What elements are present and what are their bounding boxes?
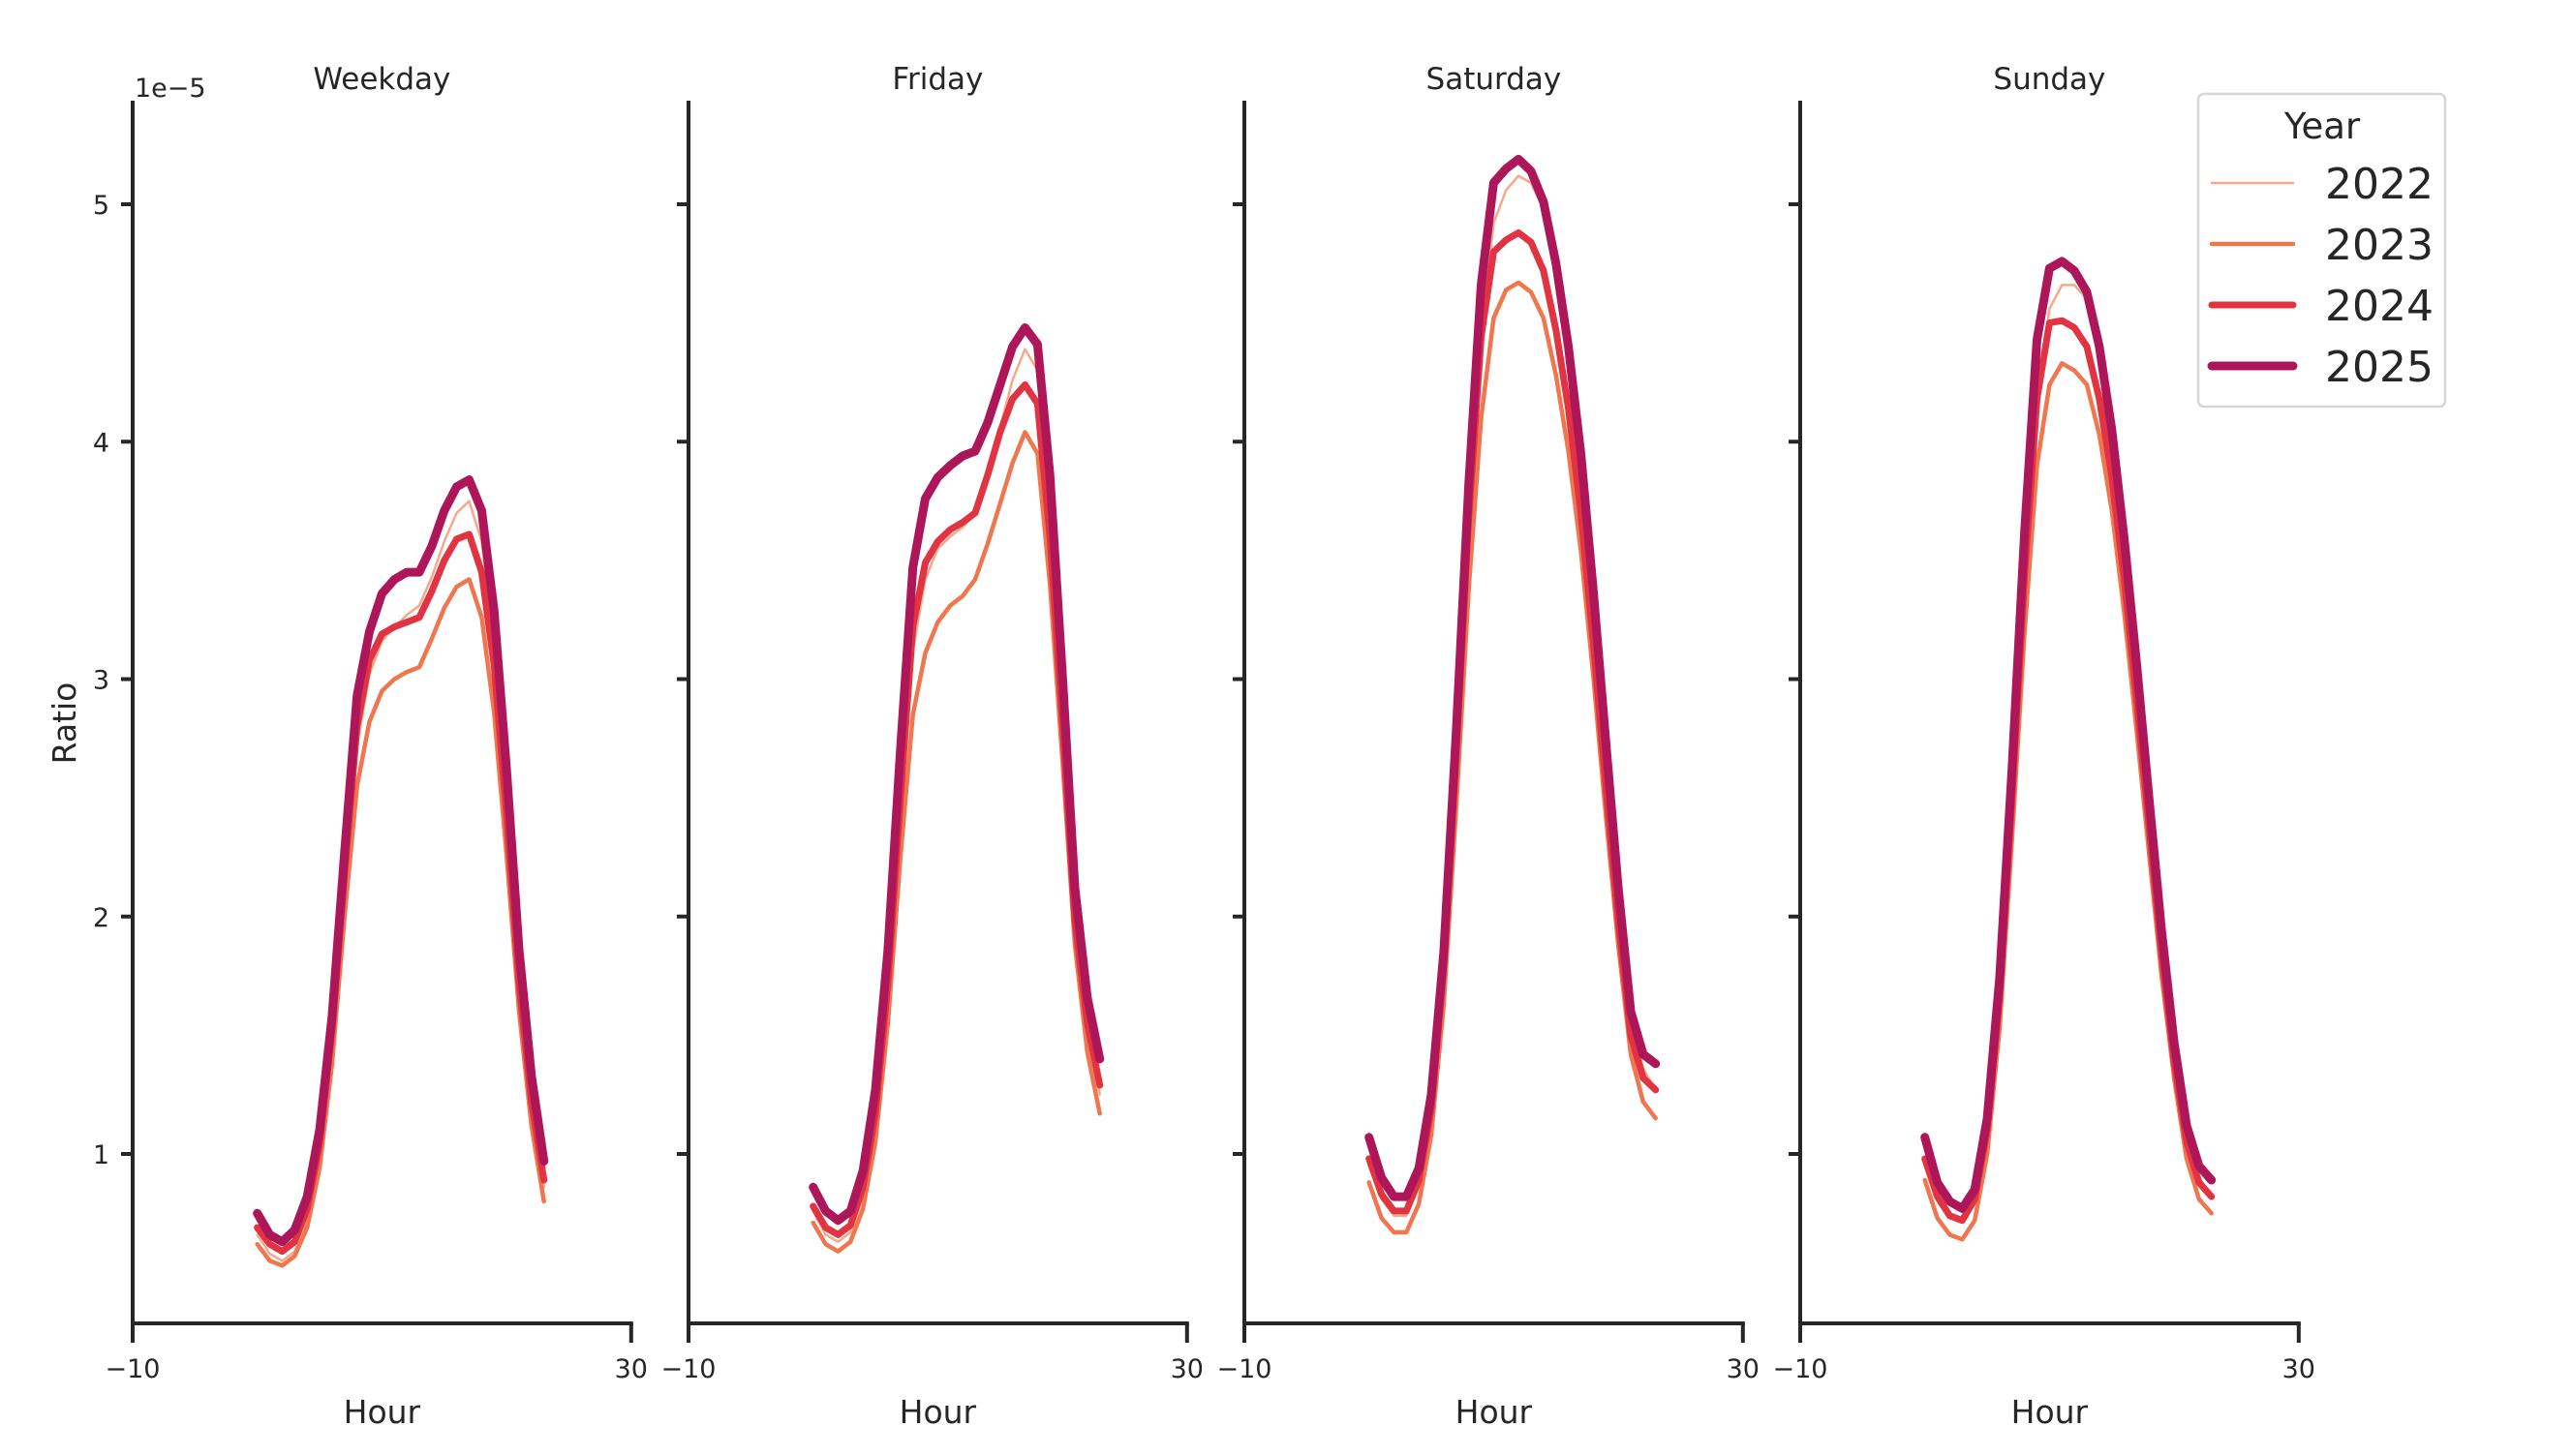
- series-line-2022: [1367, 174, 1657, 1218]
- x-tick-label: 30: [2282, 1354, 2315, 1384]
- panel-title: Friday: [892, 62, 983, 97]
- series-line-2023: [1366, 280, 1658, 1235]
- series-line-2025: [809, 323, 1105, 1226]
- x-tick-label: −10: [661, 1354, 717, 1384]
- panel-title: Weekday: [313, 62, 450, 97]
- y-tick-label: 2: [93, 903, 109, 933]
- y-tick-label: 4: [93, 428, 109, 458]
- series-line-2024: [254, 531, 548, 1256]
- panel-title: Saturday: [1426, 62, 1562, 97]
- x-axis-label: Hour: [900, 1393, 977, 1431]
- series-line-2023: [255, 577, 546, 1268]
- x-tick-label: −10: [1773, 1354, 1828, 1384]
- x-tick-label: 30: [1171, 1354, 1204, 1384]
- series-line-2024: [810, 380, 1104, 1238]
- series-line-2025: [1920, 257, 2217, 1213]
- series-line-2025: [253, 475, 549, 1247]
- series-line-2025: [1364, 154, 1661, 1201]
- x-tick-label: −10: [1217, 1354, 1272, 1384]
- series-line-2023: [1922, 361, 2214, 1242]
- x-axis-label: Hour: [1455, 1393, 1533, 1431]
- y-axis-offset-label: 1e−5: [135, 74, 206, 104]
- panel-sunday: Sunday −10 30 Hour: [1773, 62, 2315, 1431]
- legend-item-2023[interactable]: 2023: [2209, 221, 2434, 270]
- series-line-2024: [1921, 317, 2216, 1225]
- x-tick-label: 30: [615, 1354, 648, 1384]
- legend-label: 2025: [2325, 343, 2434, 392]
- x-axis-label: Hour: [344, 1393, 421, 1431]
- y-tick-label: 3: [93, 666, 109, 696]
- legend-label: 2023: [2325, 221, 2434, 270]
- x-tick-label: −10: [106, 1354, 161, 1384]
- panel-friday: Friday −10 30 Hour: [661, 62, 1204, 1431]
- series-line-2022: [256, 500, 545, 1262]
- legend: Year 2022 2023 2024 2025: [2196, 92, 2447, 409]
- x-tick-label: 30: [1727, 1354, 1760, 1384]
- legend-frame: [2196, 92, 2447, 409]
- series-line-2022: [811, 348, 1101, 1243]
- legend-label: 2022: [2325, 160, 2434, 209]
- y-axis-label: Ratio: [46, 682, 83, 765]
- panel-weekday: Weekday 1 2 3 4 5 −10 30 Hour: [93, 62, 648, 1431]
- legend-label: 2024: [2325, 282, 2434, 331]
- x-axis-label: Hour: [2011, 1393, 2089, 1431]
- series-line-2022: [1923, 284, 2213, 1222]
- series-line-2024: [1365, 228, 1660, 1215]
- y-tick-label: 5: [93, 191, 109, 221]
- panel-title: Sunday: [1993, 62, 2105, 97]
- legend-item-2022[interactable]: 2022: [2210, 160, 2434, 209]
- legend-title: Year: [2283, 106, 2361, 147]
- legend-item-2024[interactable]: 2024: [2208, 282, 2434, 331]
- panel-saturday: Saturday −10 30 Hour: [1217, 62, 1760, 1431]
- y-tick-label: 1: [93, 1140, 109, 1170]
- legend-item-2025[interactable]: 2025: [2207, 343, 2434, 392]
